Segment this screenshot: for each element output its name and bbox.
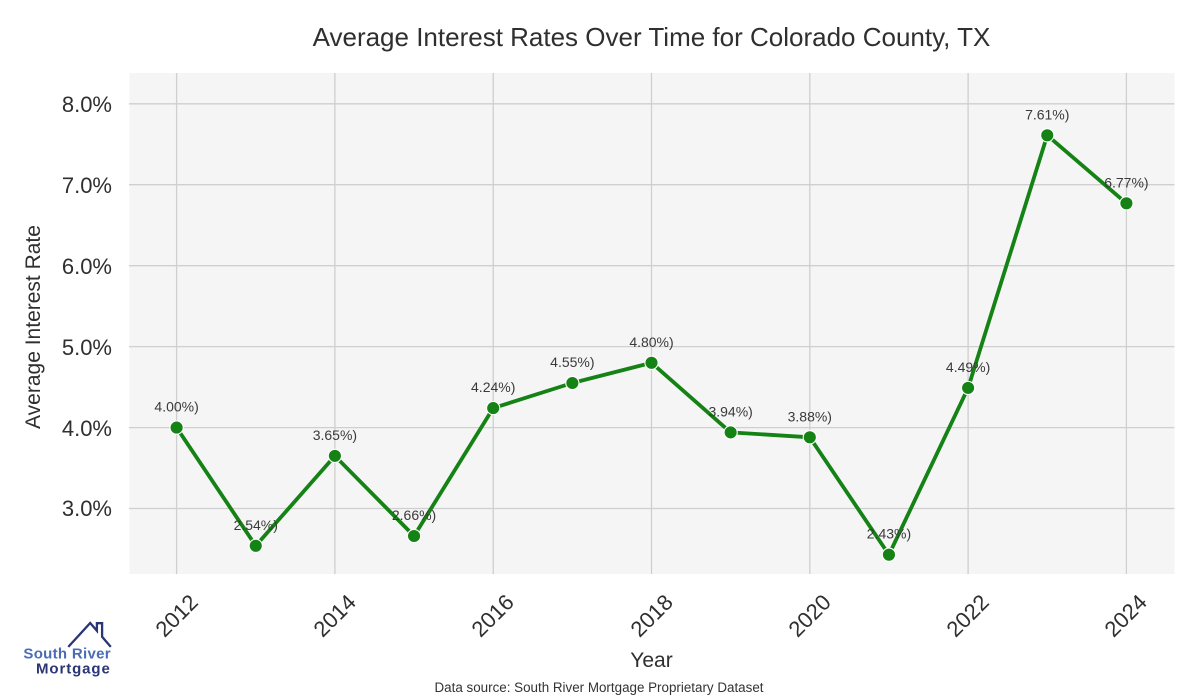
svg-text:4.55%): 4.55%) xyxy=(550,354,594,370)
svg-text:4.00%): 4.00%) xyxy=(154,399,198,415)
svg-text:4.49%): 4.49%) xyxy=(946,359,990,375)
svg-text:Mortgage: Mortgage xyxy=(36,661,111,678)
svg-text:4.24%): 4.24%) xyxy=(471,379,515,395)
svg-text:4.80%): 4.80%) xyxy=(629,334,673,350)
svg-text:3.65%): 3.65%) xyxy=(313,427,357,443)
svg-text:7.61%): 7.61%) xyxy=(1025,106,1069,122)
svg-text:3.94%): 3.94%) xyxy=(708,403,752,419)
svg-text:3.88%): 3.88%) xyxy=(788,408,832,424)
svg-text:6.77%): 6.77%) xyxy=(1104,174,1148,190)
svg-text:South River: South River xyxy=(23,645,110,662)
svg-text:2.43%): 2.43%) xyxy=(867,526,911,542)
svg-text:2.66%): 2.66%) xyxy=(392,507,436,523)
svg-text:2.54%): 2.54%) xyxy=(234,517,278,533)
